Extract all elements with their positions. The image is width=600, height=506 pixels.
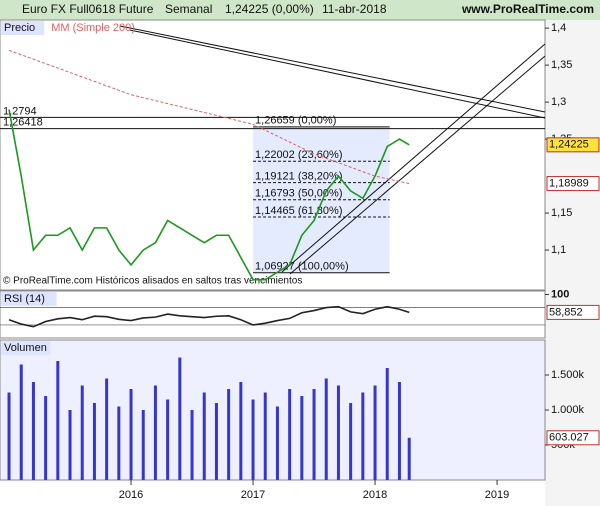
volume-bar: [300, 396, 304, 480]
volume-bar: [349, 403, 353, 480]
volume-bar: [227, 389, 231, 480]
volume-bar: [312, 389, 316, 480]
y-tick-label: 1,4: [551, 22, 566, 34]
instrument: Euro FX Full0618 Future: [22, 2, 154, 16]
volume-bar: [275, 406, 279, 480]
volume-bar: [80, 385, 84, 480]
y-tick-label: 1,35: [551, 59, 572, 71]
volume-bar: [336, 385, 340, 480]
volume-bar: [19, 364, 23, 480]
last-value-label: 1,18989: [549, 177, 589, 189]
volume-bar: [141, 410, 145, 480]
x-tick-label: 2017: [241, 489, 265, 501]
trend-lines: [119, 25, 546, 275]
series-line: [8, 109, 410, 281]
last-value-label: 603.027: [549, 432, 589, 444]
volume-bar: [239, 382, 243, 480]
y-tick-label: 1.500k: [551, 369, 585, 381]
fib-label: 1,19121 (38,20%): [255, 170, 342, 182]
panel-title: Volumen: [4, 342, 47, 354]
panel-title-bg: [1, 21, 45, 35]
panel-title: RSI (14): [4, 293, 45, 305]
volume-bar: [7, 392, 11, 480]
axis-area: [545, 20, 600, 506]
level-label: 1,2794: [3, 105, 37, 117]
volume-bar: [56, 361, 60, 480]
trend-line: [119, 25, 546, 113]
volume-bar: [385, 368, 389, 480]
volume-bar: [68, 410, 72, 480]
volume-bar: [153, 385, 157, 480]
period: Semanal: [165, 2, 212, 16]
volume-bar: [214, 403, 218, 480]
volume-panel: [0, 339, 546, 481]
volume-bar: [105, 378, 109, 480]
y-tick-label: 1,15: [551, 207, 572, 219]
site: www.ProRealTime.com: [461, 2, 594, 16]
trend-line: [281, 43, 546, 273]
volume-bar: [324, 378, 328, 480]
fib-label: 1,26659 (0,00%): [255, 115, 336, 127]
y-tick-label: 100: [551, 288, 569, 300]
volume-bar: [31, 382, 35, 480]
volume-bar: [373, 385, 377, 480]
quote: 1,24225 (0,00%): [225, 2, 314, 16]
header-bar: [0, 0, 600, 20]
volume-bar: [190, 410, 194, 480]
last-value-box: [546, 137, 600, 153]
panel-title: Precio: [4, 22, 35, 34]
volume-bar: [288, 389, 292, 480]
volume-bar: [117, 406, 121, 480]
last-value-box: [546, 304, 600, 320]
last-value-label: 1,24225: [549, 139, 589, 151]
fib-label: 1,14465 (61,80%): [255, 205, 342, 217]
x-tick-label: 2018: [363, 489, 387, 501]
level-label: 1,26418: [3, 117, 43, 129]
volume-bar: [407, 437, 411, 480]
panel-title-bg: [1, 341, 51, 355]
volume-bar: [263, 392, 267, 480]
y-tick-label: 1.000k: [551, 404, 585, 416]
rsi-panel: [0, 290, 546, 339]
x-tick-label: 2019: [485, 489, 509, 501]
fib-label: 1,22002 (23,60%): [255, 149, 342, 161]
panel-title-bg: [1, 292, 57, 306]
volume-bar: [44, 396, 48, 480]
volume-bar: [202, 392, 206, 480]
volume-bar: [92, 403, 96, 480]
volume-bar: [178, 357, 182, 480]
legend-entry: MM (Simple 200): [51, 22, 135, 34]
fib-label: 1,16793 (50,00%): [255, 188, 342, 200]
y-tick-label: 1,1: [551, 244, 566, 256]
last-value-box: [546, 430, 600, 446]
trend-line: [289, 55, 546, 275]
series-line: [8, 305, 410, 328]
volume-bar: [251, 399, 255, 480]
volume-bar: [361, 392, 365, 480]
last-value-label: 58,852: [549, 306, 583, 318]
moving-average: [8, 49, 410, 185]
note: © ProRealTime.com Históricos alisados en…: [3, 276, 302, 287]
volume-bar: [129, 389, 133, 480]
x-tick-label: 2016: [119, 489, 143, 501]
last-value-box: [546, 176, 600, 192]
y-tick-label: 1,3: [551, 96, 566, 108]
fib-label: 1,06927 (100,00%): [255, 261, 349, 273]
volume-bar: [166, 399, 170, 480]
date: 11-abr-2018: [322, 2, 387, 16]
volume-bar: [397, 382, 401, 480]
